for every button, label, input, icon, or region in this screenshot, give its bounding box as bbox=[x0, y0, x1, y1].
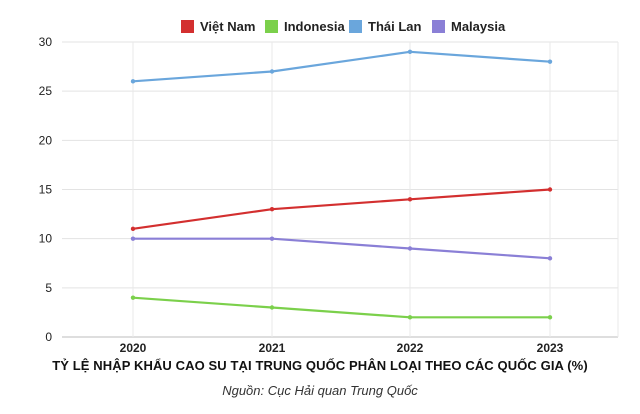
data-point-indonesia bbox=[407, 315, 413, 320]
series-line-viet-nam bbox=[132, 188, 551, 230]
data-point-viet-nam bbox=[547, 187, 553, 192]
plot-area bbox=[130, 49, 553, 320]
y-tick-label: 10 bbox=[39, 232, 53, 246]
y-tick-label: 30 bbox=[39, 35, 53, 49]
legend-swatch-indonesia bbox=[265, 20, 278, 33]
chart-source: Nguồn: Cục Hải quan Trung Quốc bbox=[222, 383, 418, 398]
y-tick-label: 25 bbox=[39, 84, 53, 98]
data-point-viet-nam bbox=[130, 226, 136, 232]
series-line-malaysia bbox=[133, 237, 551, 260]
data-point-viet-nam bbox=[407, 197, 413, 202]
legend-label-malaysia: Malaysia bbox=[451, 19, 506, 34]
x-tick-label: 2021 bbox=[259, 341, 286, 355]
data-point-malaysia bbox=[130, 236, 136, 241]
data-point-thai-lan bbox=[269, 69, 275, 74]
data-point-thai-lan bbox=[547, 59, 553, 64]
y-tick-label: 0 bbox=[45, 330, 52, 344]
x-tick-label: 2023 bbox=[537, 341, 564, 355]
data-point-indonesia bbox=[269, 305, 275, 310]
x-tick-label: 2022 bbox=[397, 341, 424, 355]
legend-label-viet-nam: Việt Nam bbox=[200, 19, 255, 34]
data-point-thai-lan bbox=[407, 49, 413, 55]
legend-swatch-malaysia bbox=[432, 20, 445, 33]
x-tick-label: 2020 bbox=[120, 341, 147, 355]
legend-swatch-thai-lan bbox=[349, 20, 362, 33]
legend-swatch-viet-nam bbox=[181, 20, 194, 33]
chart-legend: Việt Nam Indonesia Thái Lan Malaysia bbox=[181, 19, 506, 34]
y-axis: 0 5 10 15 20 25 30 bbox=[39, 35, 53, 344]
chart-title: TỶ LỆ NHẬP KHẨU CAO SU TẠI TRUNG QUỐC PH… bbox=[52, 358, 588, 373]
data-point-malaysia bbox=[547, 256, 553, 261]
data-point-indonesia bbox=[547, 315, 553, 320]
data-point-indonesia bbox=[130, 295, 136, 300]
y-tick-label: 5 bbox=[45, 281, 52, 295]
legend-label-indonesia: Indonesia bbox=[284, 19, 345, 34]
series-line-thai-lan bbox=[132, 50, 551, 83]
data-point-malaysia bbox=[269, 236, 275, 241]
y-tick-label: 20 bbox=[39, 133, 53, 147]
x-axis: 2020 2021 2022 2023 bbox=[120, 341, 564, 355]
series-line-indonesia bbox=[132, 296, 550, 319]
data-point-malaysia bbox=[407, 246, 413, 251]
data-point-viet-nam bbox=[269, 206, 275, 212]
data-point-thai-lan bbox=[130, 79, 136, 84]
y-tick-label: 15 bbox=[39, 183, 53, 197]
legend-label-thai-lan: Thái Lan bbox=[368, 19, 422, 34]
